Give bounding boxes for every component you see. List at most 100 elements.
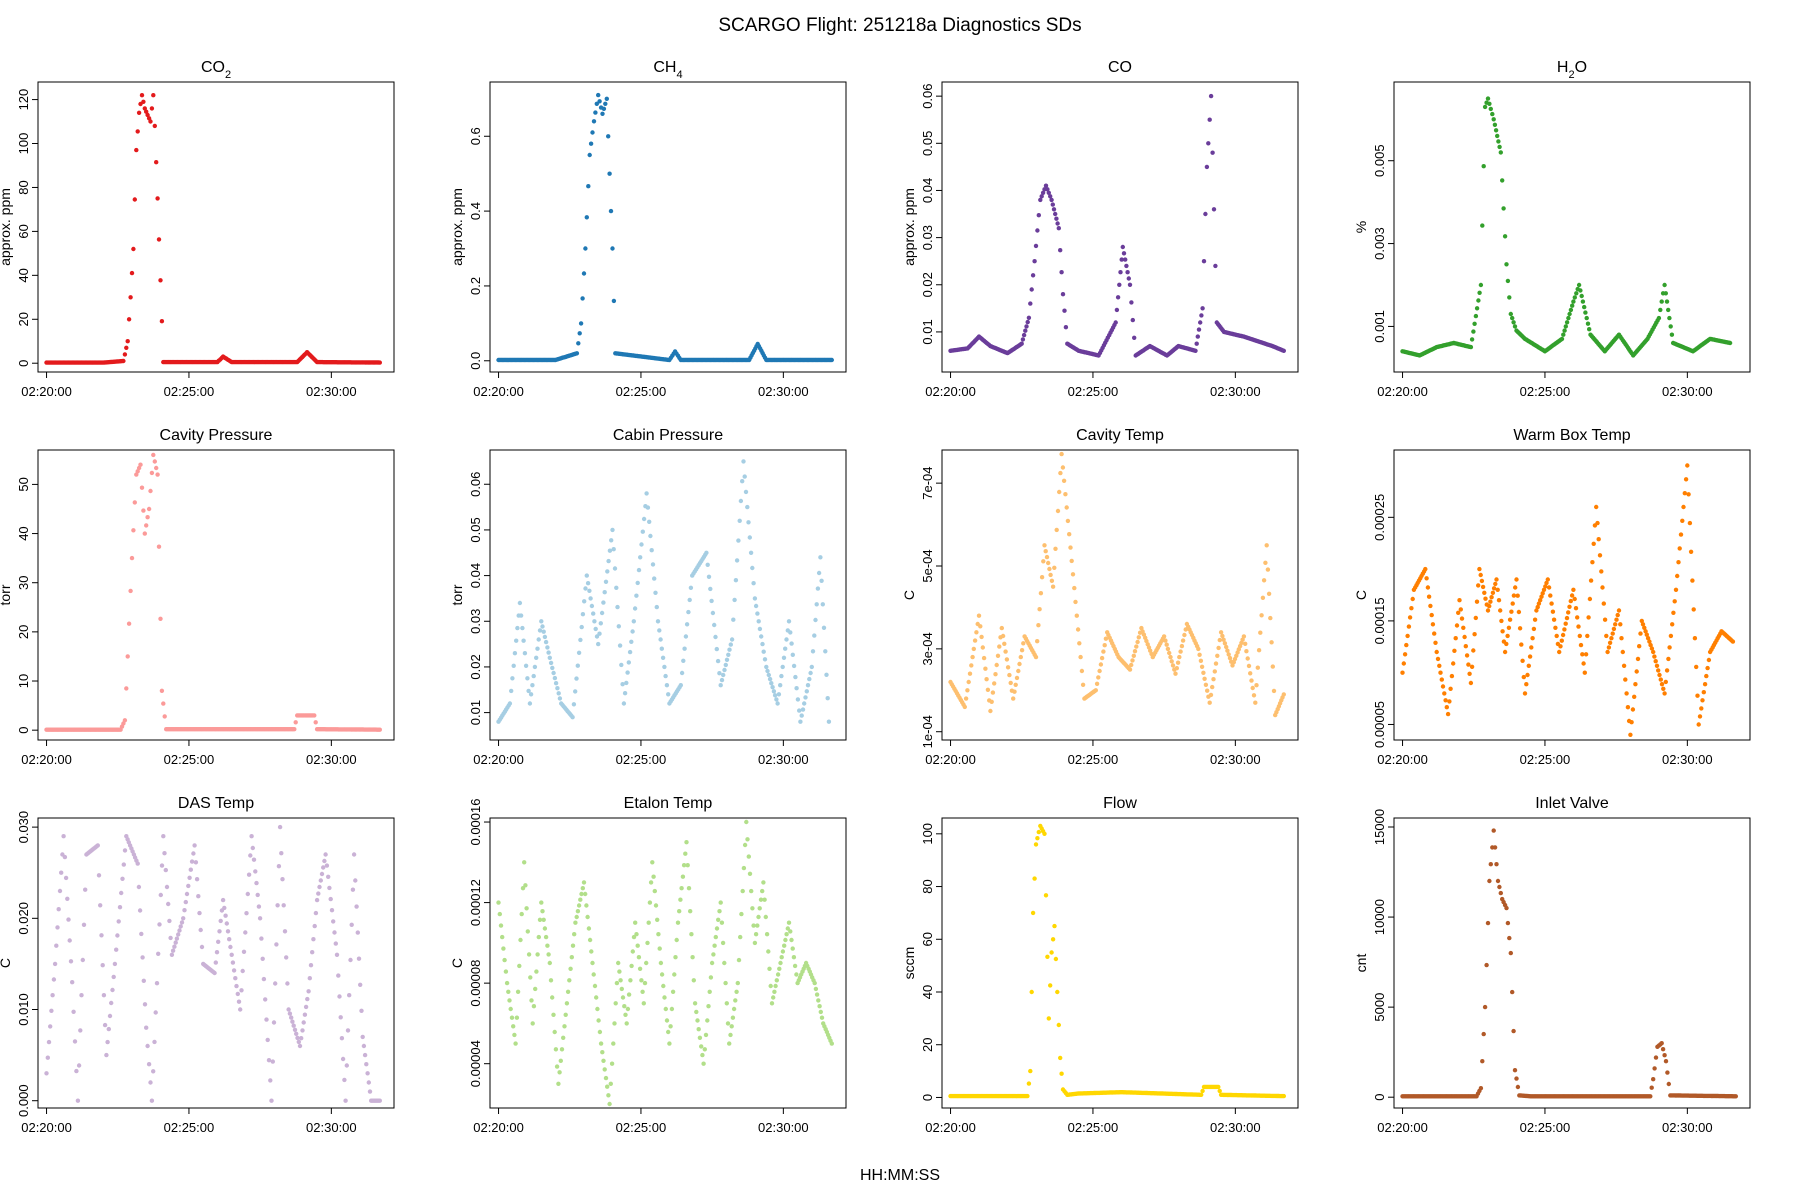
data-point [1054, 216, 1059, 221]
data-point [579, 891, 584, 897]
data-point [1485, 608, 1491, 613]
data-point [584, 903, 589, 908]
data-point [1269, 640, 1274, 645]
data-point [294, 1031, 299, 1037]
data-point [694, 1009, 699, 1015]
data-point [284, 955, 289, 960]
data-point [632, 606, 638, 611]
y-tick-label: 80 [16, 180, 31, 194]
data-point [145, 1043, 150, 1049]
data-point [729, 637, 735, 642]
data-point [1494, 577, 1499, 582]
data-point [139, 931, 144, 937]
data-point [547, 655, 552, 660]
data-point [745, 504, 750, 510]
data-point [296, 1039, 301, 1045]
data-point [66, 917, 71, 922]
data-point [794, 972, 799, 977]
data-point [510, 676, 515, 681]
data-point [627, 649, 633, 655]
y-tick-label: 0.005 [1372, 144, 1387, 177]
data-point [377, 1098, 382, 1103]
data-point [1052, 923, 1057, 929]
data-point [1685, 463, 1690, 468]
data-point [1055, 221, 1060, 226]
data-point [732, 597, 737, 603]
data-point [1659, 299, 1664, 304]
data-point [655, 619, 661, 624]
data-point [812, 980, 817, 986]
data-point [142, 531, 147, 536]
data-point [613, 1001, 618, 1006]
data-point [1511, 320, 1516, 325]
data-point [969, 663, 974, 668]
data-point [772, 693, 778, 698]
data-point [580, 612, 586, 617]
data-point [173, 940, 178, 945]
data-point [50, 993, 55, 998]
data-point [605, 569, 610, 574]
data-point [1000, 633, 1006, 639]
data-point [1003, 649, 1008, 654]
data-point [997, 644, 1002, 649]
data-point [529, 998, 534, 1003]
panel-frame [489, 81, 847, 373]
data-point [766, 949, 771, 954]
data-point [1016, 668, 1021, 674]
data-point [971, 646, 976, 652]
data-point [1129, 662, 1134, 668]
data-point [1259, 613, 1264, 618]
data-point [573, 920, 578, 925]
data-point [779, 955, 784, 960]
data-point [788, 929, 793, 934]
data-point [1224, 644, 1229, 650]
data-point [1573, 606, 1579, 611]
data-point [1477, 566, 1482, 572]
data-point [265, 1037, 270, 1043]
data-point [814, 602, 819, 607]
y-tick-label: 0.05 [920, 131, 935, 156]
data-point [1164, 642, 1169, 647]
data-point [1056, 1022, 1062, 1028]
x-tick-label: 02:25:00 [616, 384, 667, 399]
data-point [1468, 680, 1474, 686]
data-point [731, 1006, 737, 1012]
data-point [240, 968, 245, 974]
data-point [1430, 622, 1436, 627]
data-point [1020, 337, 1026, 342]
data-point [282, 929, 288, 934]
data-point [1702, 682, 1708, 687]
data-point [620, 682, 625, 687]
data-point [551, 1012, 556, 1017]
y-tick-label: 5e-04 [920, 549, 935, 582]
data-point [106, 1026, 112, 1032]
data-point [74, 1068, 79, 1074]
data-point [1585, 633, 1590, 639]
data-point [591, 972, 596, 977]
data-point [574, 914, 579, 920]
data-point [170, 948, 176, 953]
data-point [274, 942, 279, 947]
data-point [1706, 657, 1712, 663]
data-point [1662, 1053, 1667, 1058]
data-point [1127, 667, 1133, 672]
data-point [1179, 643, 1185, 649]
data-point [616, 624, 621, 629]
data-point [798, 719, 803, 724]
data-point [349, 922, 354, 927]
data-point [316, 891, 321, 896]
data-point [310, 950, 315, 955]
data-point [783, 646, 788, 651]
data-point [1644, 632, 1650, 637]
data-point [1596, 537, 1601, 542]
data-point [291, 1023, 296, 1028]
data-point [222, 905, 227, 911]
panel-title-subscript: 2 [225, 69, 231, 81]
data-point [574, 351, 580, 356]
data-point [61, 834, 66, 839]
data-point [361, 1043, 367, 1049]
data-point [531, 1004, 537, 1009]
data-point [603, 579, 609, 584]
data-point [1488, 106, 1494, 112]
